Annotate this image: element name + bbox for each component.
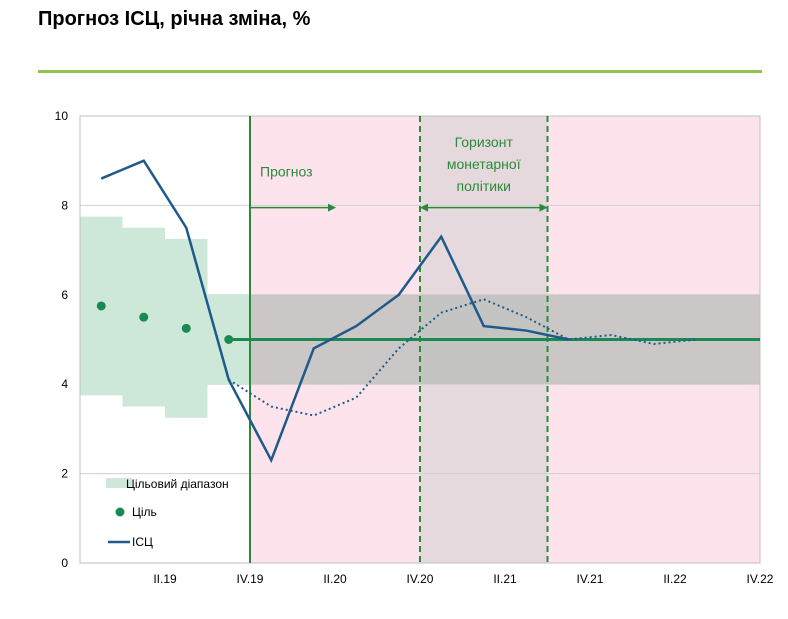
y-tick-label: 6 [61, 288, 68, 302]
target-point [224, 335, 234, 344]
y-tick-label: 10 [55, 109, 69, 123]
x-tick-label: II.21 [493, 572, 517, 586]
x-tick-label: II.20 [323, 572, 347, 586]
forecast-label: Прогноз [260, 163, 313, 179]
x-tick-label: II.19 [153, 572, 177, 586]
cpi-forecast-dotted-line [228, 298, 697, 417]
x-tick-label: IV.20 [407, 572, 434, 586]
legend-label-target: Ціль [132, 505, 157, 519]
x-tick-label: IV.21 [577, 572, 604, 586]
target-point [96, 301, 106, 311]
y-tick-label: 8 [61, 198, 68, 212]
title-divider [38, 70, 762, 73]
y-tick-label: 0 [61, 556, 68, 570]
horizon-arrow-right-head [539, 203, 548, 212]
legend-label-target-range: Цільовий діапазон [126, 477, 229, 491]
policy-horizon-label: Горизонт [455, 134, 514, 150]
target-point [181, 323, 191, 333]
x-tick-label: II.22 [663, 572, 687, 586]
legend-swatch-target [115, 507, 125, 517]
cpi-line [100, 159, 570, 464]
y-tick-label: 4 [61, 377, 68, 391]
page-title: Прогноз ІСЦ, річна зміна, % [38, 8, 311, 30]
x-tick-label: IV.22 [747, 572, 774, 586]
horizon-arrow-left-head [420, 203, 428, 212]
policy-horizon-label: монетарної [447, 156, 521, 172]
target-range-band-base [80, 294, 250, 385]
y-tick-label: 2 [61, 467, 68, 481]
x-tick-label: IV.19 [237, 572, 264, 586]
legend-label-cpi: ІСЦ [132, 535, 153, 549]
policy-horizon-label: політики [456, 178, 511, 194]
target-point [139, 312, 149, 322]
legend-swatch-target-range [106, 478, 132, 488]
forecast-arrow-head [328, 203, 336, 212]
